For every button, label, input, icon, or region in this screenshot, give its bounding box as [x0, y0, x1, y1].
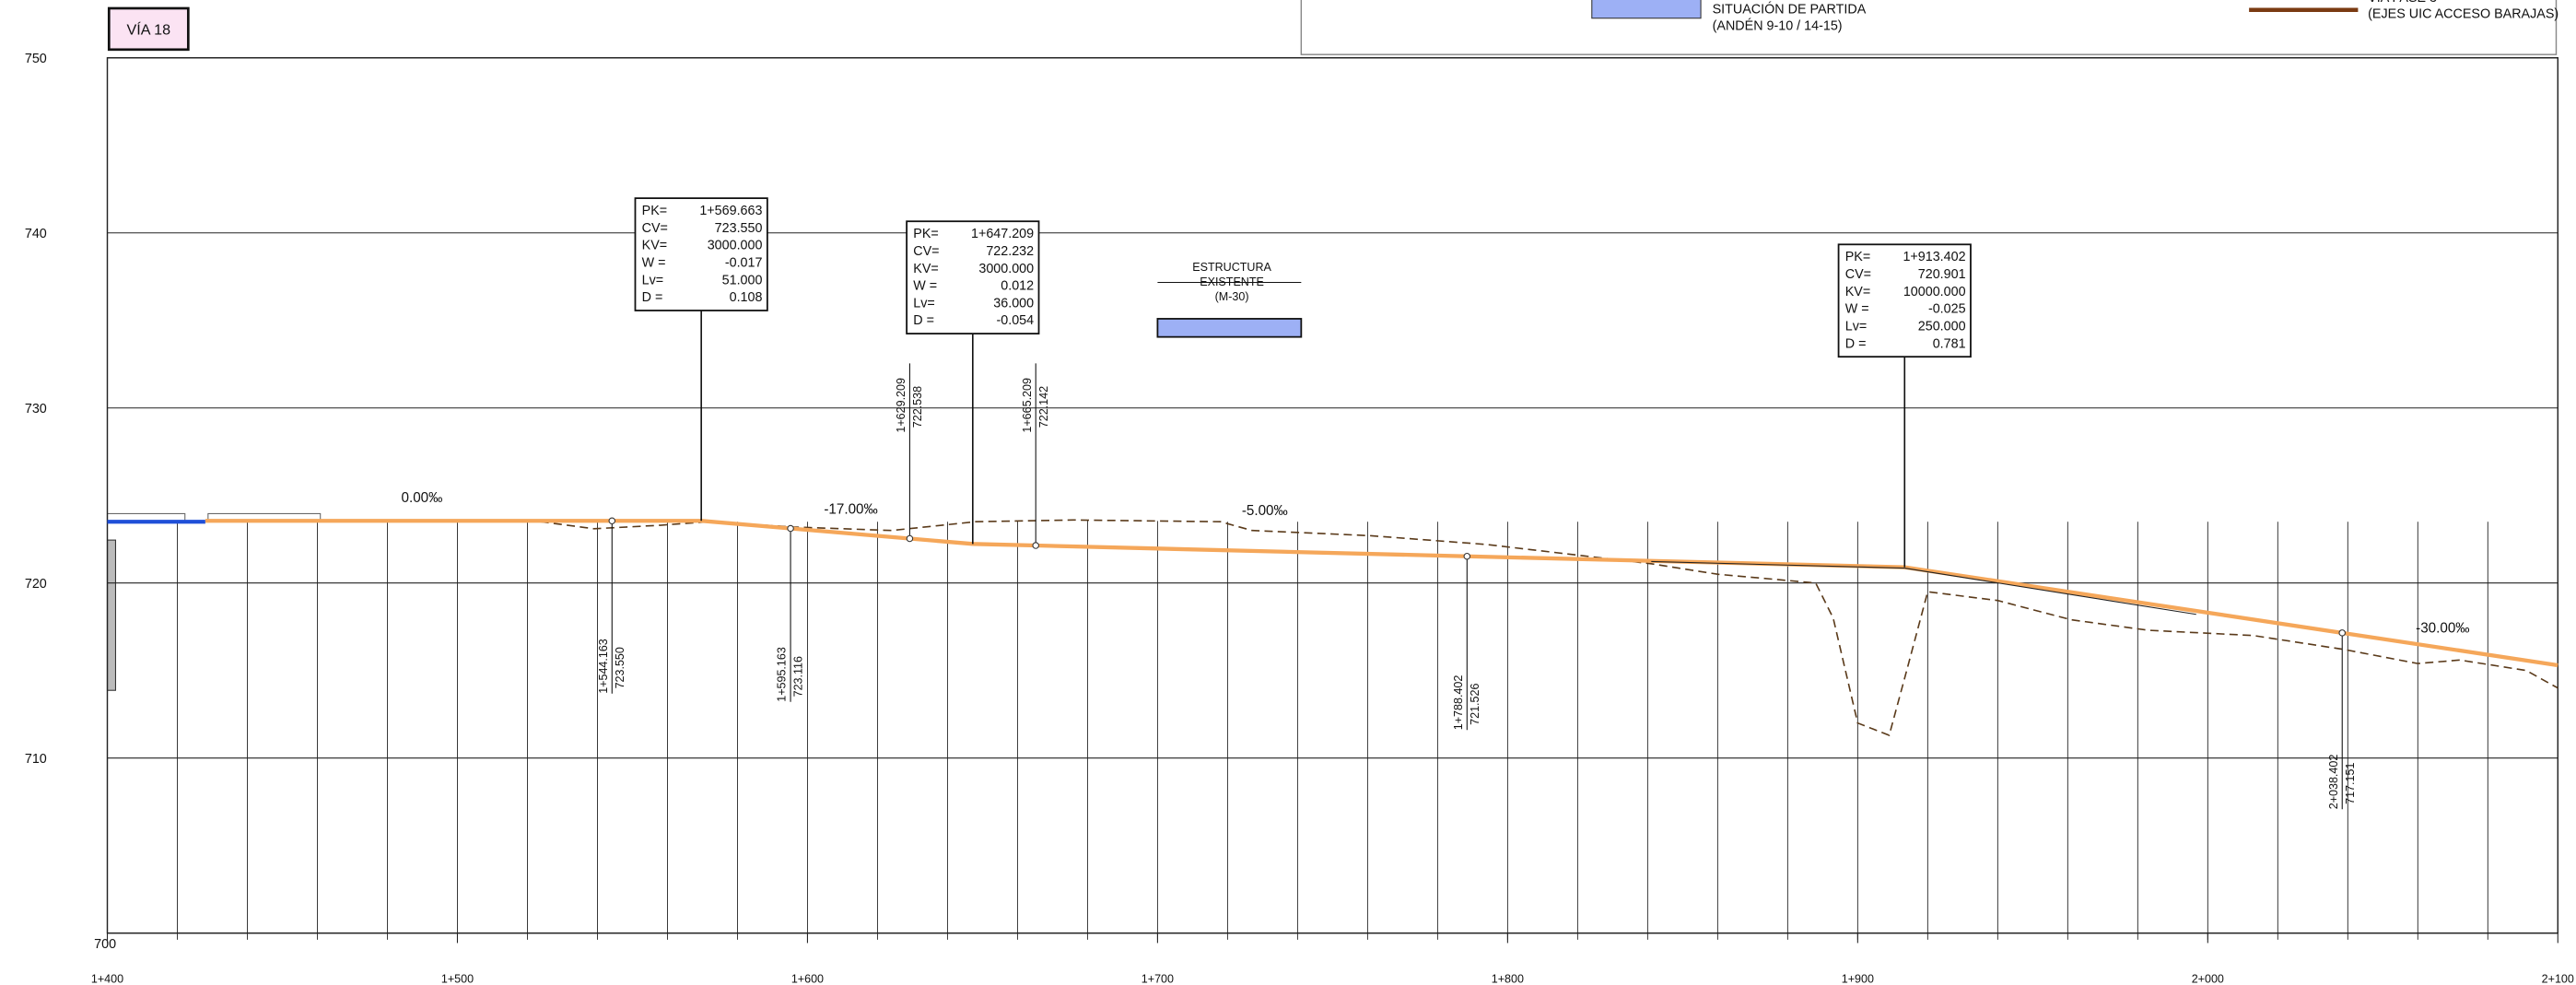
vertex-value: 3000.000 — [708, 239, 763, 253]
structure-label: (M-30) — [1215, 290, 1249, 303]
vertex-key: D = — [1845, 336, 1867, 351]
point-marker — [1463, 552, 1471, 560]
x-tick-label: 1+800 — [1492, 972, 1524, 985]
x-tick-label: 1+400 — [91, 972, 123, 985]
vertex-box — [634, 197, 768, 311]
vertex-value: 250.000 — [1918, 319, 1966, 334]
x-tick-label: 1+600 — [791, 972, 824, 985]
structure-bar — [1156, 318, 1303, 338]
x-tick-label: 1+900 — [1842, 972, 1874, 985]
vertex-value: 1+569.663 — [699, 204, 762, 218]
vertex-key: W = — [1845, 302, 1869, 317]
vertex-value: -0.025 — [1928, 302, 1966, 317]
vertex-key: D = — [642, 290, 663, 305]
point-pk: 1+595.163 — [776, 647, 789, 702]
vertex-key: W = — [642, 255, 666, 270]
structure-label: ESTRUCTURA — [1192, 261, 1271, 274]
legend-swatch — [1591, 0, 1702, 19]
vertex-key: PK= — [913, 227, 938, 241]
vertex-value: 722.232 — [986, 244, 1034, 259]
point-marker — [787, 524, 794, 533]
point-pk: 2+038.402 — [2327, 755, 2340, 810]
structure-block — [106, 539, 116, 691]
legend-label: (ANDÉN 9-10 / 14-15) — [1713, 18, 1843, 33]
vertex-key: PK= — [642, 204, 667, 218]
vertex-key: KV= — [642, 239, 667, 253]
vertex-value: 0.012 — [1001, 279, 1034, 294]
gradient-label: -5.00‰ — [1242, 503, 1288, 519]
vertex-chord — [1904, 568, 2196, 616]
vertex-value: 1+647.209 — [971, 227, 1034, 241]
vertex-key: PK= — [1845, 250, 1870, 264]
point-marker — [906, 534, 914, 543]
point-marker — [1032, 542, 1039, 549]
y-tick-label: 750 — [25, 52, 47, 66]
vertex-value: 51.000 — [722, 273, 763, 287]
vertex-value: 0.781 — [1933, 336, 1966, 351]
x-tick-label: 1+700 — [1142, 972, 1174, 985]
vertex-value: 720.901 — [1918, 267, 1966, 282]
y-tick-label: 700 — [94, 937, 116, 952]
x-tick-label: 2+100 — [2542, 972, 2574, 985]
gradient-label: 0.00‰ — [402, 490, 443, 506]
gradient-label: -17.00‰ — [824, 501, 877, 517]
vertex-value: 3000.000 — [978, 262, 1034, 276]
vertex-value: -0.017 — [725, 255, 763, 270]
point-pk: 1+629.209 — [895, 378, 907, 433]
structure-label: EXISTENTE — [1200, 276, 1264, 288]
legend-box — [1300, 0, 2558, 55]
point-pk: 1+544.163 — [597, 639, 610, 694]
legend-label: (EJES UIC ACCESO BARAJAS) — [2368, 7, 2558, 22]
point-z: 717.151 — [2344, 763, 2357, 804]
gradient-label: -30.00‰ — [2416, 620, 2469, 636]
vertex-box — [906, 220, 1040, 334]
vertex-value: 0.108 — [730, 290, 763, 305]
x-tick-label: 1+500 — [441, 972, 474, 985]
vertex-key: Lv= — [1845, 319, 1868, 334]
point-pk: 1+665.209 — [1021, 378, 1034, 433]
title: VÍA 18 — [127, 21, 171, 39]
profile-line — [527, 519, 2558, 737]
vertex-key: KV= — [1845, 285, 1870, 299]
point-z: 722.538 — [911, 386, 924, 428]
y-tick-label: 710 — [25, 752, 47, 767]
point-z: 723.550 — [614, 647, 626, 688]
point-z: 723.116 — [792, 656, 805, 697]
vertex-key: CV= — [1845, 267, 1871, 282]
title-box — [107, 6, 190, 52]
vertex-key: CV= — [642, 221, 668, 236]
vertex-key: KV= — [913, 262, 938, 276]
y-tick-label: 720 — [25, 577, 47, 592]
point-pk: 1+788.402 — [1452, 675, 1465, 731]
y-tick-label: 730 — [25, 402, 47, 416]
profile-line — [205, 519, 2558, 668]
x-tick-label: 2+000 — [2192, 972, 2224, 985]
vertex-key: Lv= — [913, 296, 935, 311]
legend-label: SITUACIÓN DE PARTIDA — [1713, 1, 1867, 17]
vertex-value: 10000.000 — [1903, 285, 1966, 299]
vertex-chord — [1651, 560, 1905, 569]
vertex-value: 1+913.402 — [1903, 250, 1965, 264]
vertex-key: Lv= — [642, 273, 664, 287]
point-marker — [2338, 629, 2346, 637]
point-marker — [608, 517, 616, 525]
point-z: 721.526 — [1469, 684, 1481, 725]
point-z: 722.142 — [1037, 386, 1050, 428]
vertex-value: -0.054 — [996, 313, 1034, 328]
legend-label: VÍA FASE 3 — [2368, 0, 2437, 6]
vertex-key: CV= — [913, 244, 939, 259]
vertex-value: 36.000 — [993, 296, 1034, 311]
vertex-key: D = — [913, 313, 934, 328]
y-tick-label: 740 — [25, 227, 47, 241]
vertex-key: W = — [913, 279, 937, 294]
vertex-box — [1837, 243, 1972, 358]
vertex-value: 723.550 — [715, 221, 763, 236]
